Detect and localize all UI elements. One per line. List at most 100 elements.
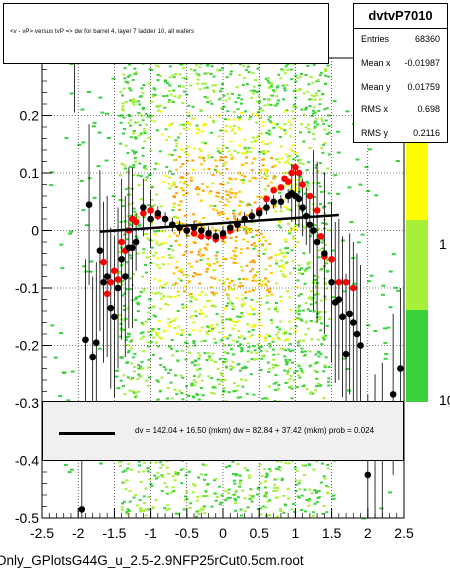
red-point — [288, 169, 296, 177]
y-tick-label: 0 — [31, 223, 39, 239]
entries-value: 68360 — [414, 34, 440, 44]
mean-x-value: -0.01987 — [404, 58, 440, 68]
red-point — [350, 284, 357, 292]
black-point — [140, 204, 147, 211]
black-point — [132, 238, 140, 246]
y-tick-label: -0.3 — [15, 395, 39, 411]
x-tick-label: -0.5 — [175, 525, 199, 541]
red-point — [306, 192, 314, 200]
black-point — [197, 227, 205, 234]
x-tick-label: 1.5 — [322, 525, 342, 541]
black-point — [306, 221, 314, 229]
black-point — [397, 365, 404, 372]
rms-y-label: RMS y — [361, 128, 388, 138]
red-point — [292, 163, 299, 171]
black-point — [335, 296, 343, 303]
black-point — [248, 212, 256, 220]
y-tick-label: -0.4 — [15, 453, 39, 469]
x-tick-label: 1 — [292, 525, 300, 541]
red-point — [118, 238, 125, 246]
x-tick-label: 0.5 — [249, 525, 269, 541]
black-point — [364, 471, 372, 479]
black-point — [219, 230, 227, 237]
legend-line-swatch — [59, 432, 115, 435]
black-point — [100, 278, 107, 286]
red-point — [342, 278, 350, 286]
red-point — [328, 255, 335, 263]
y-tick-label: 0.1 — [20, 165, 40, 181]
black-point — [118, 255, 125, 263]
mean-x-label: Mean x — [361, 58, 391, 68]
black-point — [353, 330, 361, 338]
black-point — [263, 204, 270, 211]
rms-y-value: 0.2116 — [413, 128, 440, 138]
stats-box: dvtvP7010 Entries 68360 Mean x -0.01987 … — [353, 3, 448, 143]
black-point — [114, 284, 122, 292]
color-palette — [406, 140, 428, 402]
chart-title: <v - vP> versus tvP => dw for barrel 4, … — [10, 29, 195, 35]
black-point — [342, 350, 350, 358]
red-point — [277, 184, 285, 191]
black-point — [82, 336, 89, 344]
entries-label: Entries — [361, 34, 390, 44]
stats-row-entries: Entries 68360 — [354, 34, 447, 48]
black-point — [96, 247, 104, 254]
fit-line — [99, 213, 339, 233]
black-point — [93, 339, 100, 346]
red-point — [270, 186, 277, 194]
black-point — [103, 273, 111, 280]
red-point — [114, 276, 122, 283]
black-point — [85, 201, 93, 208]
red-point — [317, 232, 325, 240]
rms-x-label: RMS x — [361, 104, 388, 114]
red-point — [132, 218, 140, 226]
black-point — [121, 273, 129, 280]
x-tick-label: 0 — [219, 525, 227, 541]
black-point — [346, 310, 354, 318]
black-point — [350, 319, 357, 326]
title-box: <v - vP> versus tvP => dw for barrel 4, … — [3, 3, 329, 64]
red-point — [140, 209, 147, 217]
black-point — [328, 278, 335, 286]
black-point — [111, 313, 118, 321]
red-point — [263, 195, 270, 203]
x-tick-label: 2.5 — [394, 525, 414, 541]
black-point — [270, 198, 277, 206]
black-point — [205, 230, 212, 237]
black-point — [212, 232, 220, 240]
red-point — [103, 290, 111, 298]
black-point — [147, 215, 154, 223]
black-point — [78, 506, 86, 513]
red-point — [100, 258, 107, 266]
fit-legend-box: dv = 142.04 + 16.50 (mkm) dw = 82.84 + 3… — [42, 401, 404, 461]
x-tick-label: -2 — [72, 525, 85, 541]
stats-row-mean-x: Mean x -0.01987 — [354, 58, 447, 72]
x-tick-label: -1.5 — [102, 525, 126, 541]
x-tick-label: 2 — [364, 525, 372, 541]
red-point — [147, 207, 154, 214]
x-axis-title: Only_GPlotsG44G_u_2.5-2.9NFP25rCut0.5cm.… — [0, 553, 304, 568]
black-point — [313, 238, 321, 246]
red-point — [190, 230, 198, 237]
y-tick-label: -0.5 — [15, 510, 39, 526]
red-point — [284, 178, 292, 185]
palette-label-low: 10 — [439, 392, 450, 408]
red-point — [299, 181, 306, 188]
rms-x-value: 0.698 — [417, 104, 440, 114]
black-point — [295, 195, 303, 203]
stats-row-mean-y: Mean y 0.01759 — [354, 82, 447, 96]
y-tick-label: -0.2 — [15, 338, 39, 354]
black-point — [89, 353, 96, 361]
red-point — [111, 267, 118, 275]
y-tick-label: -0.1 — [15, 280, 39, 296]
red-point — [313, 207, 321, 214]
x-tick-label: -2.5 — [30, 525, 54, 541]
y-tick-label: 0.2 — [20, 108, 40, 124]
black-point — [161, 215, 169, 223]
black-point — [277, 198, 285, 206]
stats-row-rms-x: RMS x 0.698 — [354, 104, 447, 118]
y-axis: -0.5 -0.4 -0.3 -0.2 -0.1 0 0.1 0.2 — [15, 57, 52, 526]
black-point — [357, 342, 364, 349]
mean-y-label: Mean y — [361, 82, 391, 92]
